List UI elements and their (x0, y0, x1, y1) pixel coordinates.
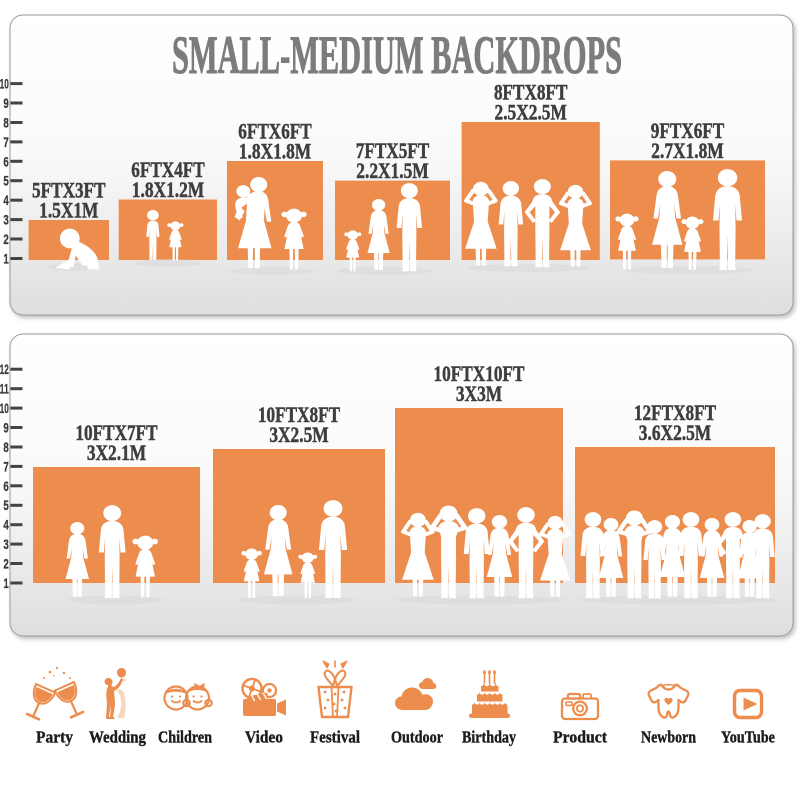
svg-text:10FTX7FT: 10FTX7FT (75, 420, 157, 445)
svg-text:Festival: Festival (310, 728, 360, 747)
svg-text:5: 5 (3, 173, 9, 189)
svg-text:1.5X1M: 1.5X1M (39, 198, 98, 223)
svg-text:6: 6 (3, 153, 9, 169)
svg-text:6FTX4FT: 6FTX4FT (131, 157, 205, 182)
svg-text:3X2.1M: 3X2.1M (87, 440, 146, 465)
svg-text:12: 12 (0, 361, 9, 377)
svg-text:3: 3 (3, 212, 9, 228)
svg-text:SMALL-MEDIUM BACKDROPS: SMALL-MEDIUM BACKDROPS (172, 25, 622, 85)
svg-text:4: 4 (3, 192, 9, 208)
svg-text:1: 1 (3, 575, 9, 591)
svg-text:10FTX10FT: 10FTX10FT (434, 361, 525, 386)
svg-text:2.7X1.8M: 2.7X1.8M (651, 138, 724, 163)
svg-text:9: 9 (3, 420, 9, 436)
svg-text:10FTX8FT: 10FTX8FT (258, 402, 340, 427)
svg-text:11: 11 (0, 381, 9, 397)
svg-text:10: 10 (0, 400, 9, 416)
svg-text:2.2X1.5M: 2.2X1.5M (356, 158, 429, 183)
svg-text:6FTX6FT: 6FTX6FT (238, 119, 312, 144)
svg-text:8FTX8FT: 8FTX8FT (494, 80, 568, 105)
svg-text:8: 8 (3, 115, 9, 131)
svg-text:5FTX3FT: 5FTX3FT (32, 178, 106, 203)
svg-text:Birthday: Birthday (462, 728, 516, 747)
svg-text:9: 9 (3, 95, 9, 111)
svg-text:6: 6 (3, 478, 9, 494)
svg-text:2: 2 (3, 231, 9, 247)
svg-text:3X3M: 3X3M (456, 381, 502, 406)
svg-text:7: 7 (3, 134, 9, 150)
svg-text:3X2.5M: 3X2.5M (269, 422, 328, 447)
svg-text:10: 10 (0, 76, 9, 92)
svg-text:Wedding: Wedding (89, 728, 146, 747)
svg-text:1.8X1.2M: 1.8X1.2M (132, 177, 205, 202)
svg-text:Party: Party (36, 728, 73, 747)
svg-text:12FTX8FT: 12FTX8FT (634, 400, 716, 425)
svg-text:3: 3 (3, 536, 9, 552)
svg-text:3.6X2.5M: 3.6X2.5M (639, 420, 712, 445)
svg-text:Newborn: Newborn (641, 728, 696, 747)
svg-text:Video: Video (245, 728, 283, 747)
svg-text:7: 7 (3, 458, 9, 474)
svg-text:Children: Children (158, 728, 212, 747)
svg-text:8: 8 (3, 439, 9, 455)
svg-text:1: 1 (3, 251, 9, 267)
svg-text:9FTX6FT: 9FTX6FT (651, 118, 725, 143)
svg-text:5: 5 (3, 497, 9, 513)
svg-text:Outdoor: Outdoor (391, 728, 443, 747)
svg-text:1.8X1.8M: 1.8X1.8M (239, 139, 312, 164)
svg-text:7FTX5FT: 7FTX5FT (356, 138, 430, 163)
svg-text:Product: Product (553, 728, 607, 747)
svg-text:YouTube: YouTube (721, 728, 775, 747)
svg-text:2.5X2.5M: 2.5X2.5M (495, 100, 568, 125)
svg-text:4: 4 (3, 517, 9, 533)
svg-text:2: 2 (3, 556, 9, 572)
